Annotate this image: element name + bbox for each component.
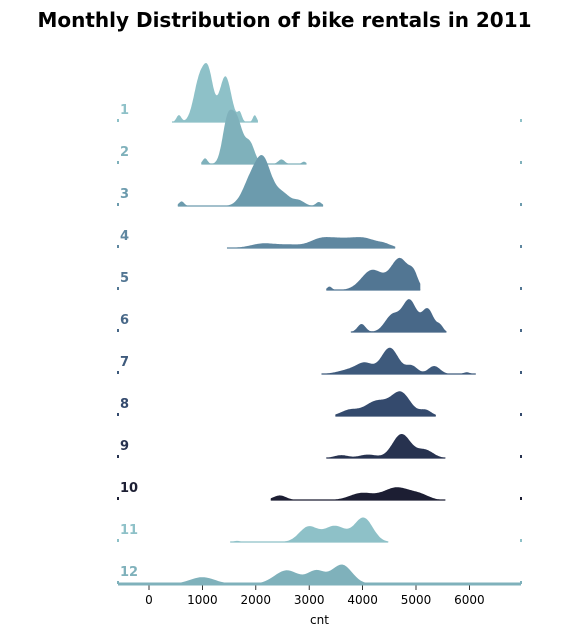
x-axis: 0 1000 2000 3000 4000 5000 6000	[145, 585, 485, 607]
ridge-month-8: 8	[117, 391, 522, 417]
month-label-9: 9	[120, 439, 129, 454]
ridge-month-1: 1	[117, 63, 522, 123]
month-label-2: 2	[120, 145, 129, 160]
density-area-8	[335, 391, 436, 416]
ridge-month-2: 2	[117, 109, 522, 165]
ridge-month-10: 10	[117, 481, 522, 501]
ridge-month-12: 12	[117, 564, 522, 586]
density-area-10	[270, 487, 446, 500]
ridge-month-5: 5	[117, 257, 522, 291]
x-tick-label-6000: 6000	[454, 593, 485, 607]
month-label-10: 10	[120, 481, 138, 496]
month-label-6: 6	[120, 313, 129, 328]
month-label-8: 8	[120, 397, 129, 412]
ridge-month-7: 7	[117, 347, 522, 375]
chart-title: Monthly Distribution of bike rentals in …	[37, 8, 532, 32]
month-label-3: 3	[120, 187, 129, 202]
month-label-4: 4	[120, 229, 129, 244]
density-area-7	[321, 347, 476, 374]
density-area-11	[230, 517, 389, 542]
ridge-month-4: 4	[117, 229, 522, 249]
x-tick-label-3000: 3000	[294, 593, 325, 607]
x-tick-label-2000: 2000	[241, 593, 272, 607]
x-tick-label-1000: 1000	[187, 593, 218, 607]
density-area-5	[326, 257, 421, 290]
density-area-2	[201, 109, 307, 164]
density-area-9	[326, 434, 446, 458]
x-tick-label-0: 0	[145, 593, 153, 607]
month-label-7: 7	[120, 355, 129, 370]
ridge-month-3: 3	[117, 155, 522, 207]
ridge-month-6: 6	[117, 299, 522, 333]
month-label-12: 12	[120, 565, 138, 580]
density-area-4	[227, 237, 396, 248]
month-label-11: 11	[120, 523, 138, 538]
density-area-6	[350, 299, 447, 332]
density-area-3	[177, 155, 324, 206]
x-tick-label-4000: 4000	[347, 593, 378, 607]
x-axis-title: cnt	[310, 613, 329, 627]
density-area-12	[143, 564, 518, 584]
month-label-1: 1	[120, 103, 129, 118]
month-label-5: 5	[120, 271, 129, 286]
ridge-month-11: 11	[117, 517, 522, 543]
density-area-1	[172, 63, 258, 122]
x-tick-label-5000: 5000	[401, 593, 432, 607]
ridge-month-9: 9	[117, 434, 522, 459]
